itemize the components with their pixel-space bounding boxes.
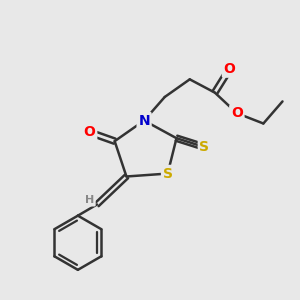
Text: H: H [85, 195, 94, 205]
Text: N: N [138, 114, 150, 128]
Text: O: O [224, 62, 236, 76]
Text: O: O [231, 106, 243, 120]
Text: O: O [84, 125, 96, 139]
Text: S: S [200, 140, 209, 154]
Text: S: S [163, 167, 173, 181]
